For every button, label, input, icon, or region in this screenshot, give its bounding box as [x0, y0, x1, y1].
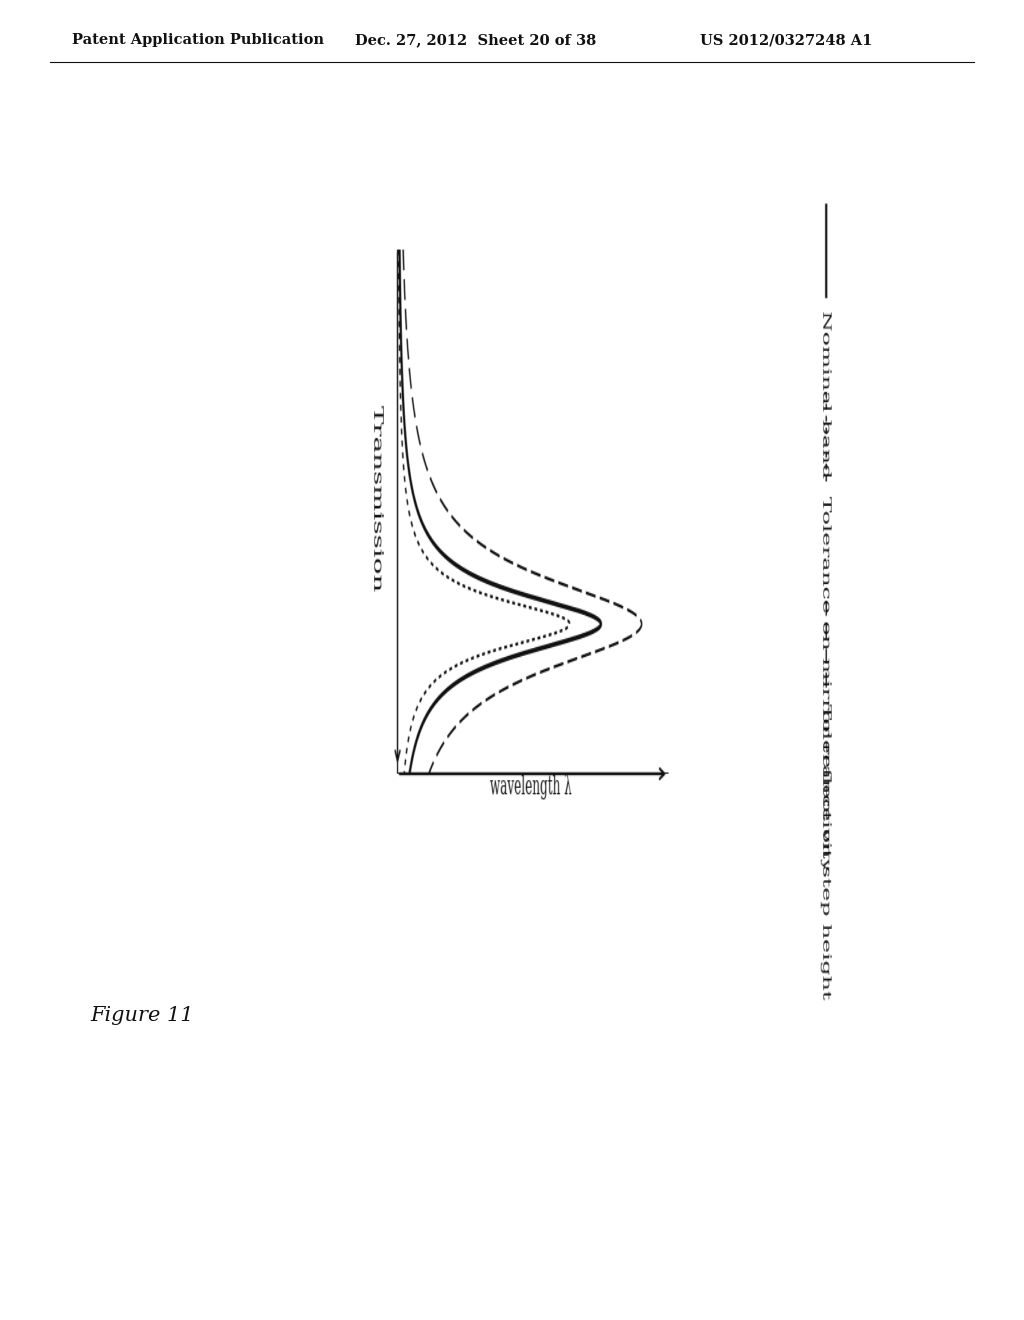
Text: Dec. 27, 2012  Sheet 20 of 38: Dec. 27, 2012 Sheet 20 of 38 [355, 33, 596, 48]
Text: US 2012/0327248 A1: US 2012/0327248 A1 [700, 33, 872, 48]
Text: Patent Application Publication: Patent Application Publication [72, 33, 324, 48]
Text: Figure 11: Figure 11 [90, 1006, 194, 1026]
